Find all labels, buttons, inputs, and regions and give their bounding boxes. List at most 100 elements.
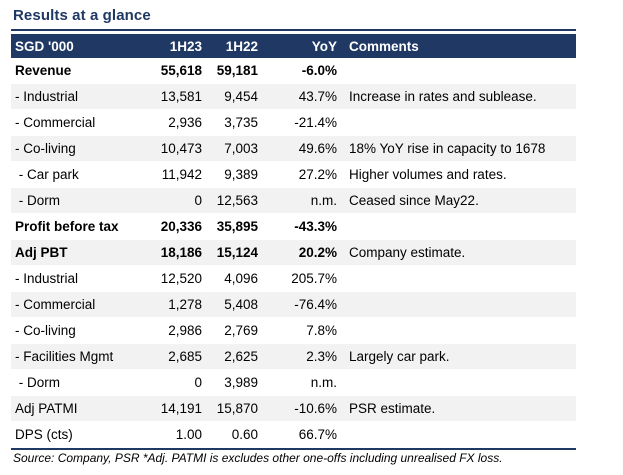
- value-1h23: 10,473: [148, 135, 206, 162]
- value-1h23: 14,191: [148, 395, 206, 422]
- row-label: - Co-living: [11, 317, 148, 344]
- header-yoy: YoY: [262, 34, 341, 58]
- value-1h23: 2,986: [148, 317, 206, 344]
- value-1h23: 55,618: [148, 58, 206, 84]
- row-label: - Co-living: [11, 135, 148, 162]
- row-comment: [341, 265, 576, 292]
- row-label: - Commercial: [11, 109, 148, 136]
- value-1h22: 35,895: [206, 213, 262, 240]
- value-1h22: 0.60: [206, 421, 262, 448]
- table-row: Profit before tax 20,336 35,895 -43.3%: [11, 213, 576, 240]
- table-row: Revenue 55,618 59,181 -6.0%: [11, 58, 576, 84]
- row-label: - Commercial: [11, 291, 148, 318]
- row-label: - Facilities Mgmt: [11, 343, 148, 370]
- header-label: SGD '000: [11, 34, 148, 58]
- value-1h22: 59,181: [206, 58, 262, 84]
- table-row: Adj PBT 18,186 15,124 20.2% Company estimate…: [11, 239, 576, 266]
- row-comment: [341, 421, 576, 448]
- value-1h22: 2,769: [206, 317, 262, 344]
- results-table: SGD '000 1H23 1H22 YoY Comments Revenue 5…: [11, 34, 576, 448]
- table-row: - Car park 11,942 9,389 27.2% Higher volumes…: [11, 161, 576, 188]
- row-comment: [341, 58, 576, 84]
- table-row: DPS (cts) 1.00 0.60 66.7%: [11, 421, 576, 448]
- header-comments: Comments: [341, 34, 576, 58]
- value-1h22: 3,735: [206, 109, 262, 136]
- value-yoy: 205.7%: [262, 265, 341, 292]
- row-label: DPS (cts): [11, 421, 148, 448]
- value-1h22: 9,454: [206, 83, 262, 110]
- table-row: - Commercial 2,936 3,735 -21.4%: [11, 109, 576, 136]
- value-yoy: -6.0%: [262, 58, 341, 84]
- row-comment: [341, 369, 576, 396]
- row-label: - Car park: [11, 161, 148, 188]
- table-row: - Dorm 0 12,563 n.m. Ceased since May22.: [11, 187, 576, 214]
- value-yoy: n.m.: [262, 187, 341, 214]
- value-yoy: -43.3%: [262, 213, 341, 240]
- value-1h22: 12,563: [206, 187, 262, 214]
- bottom-divider: [11, 448, 576, 450]
- value-1h23: 13,581: [148, 83, 206, 110]
- value-1h23: 18,186: [148, 239, 206, 266]
- value-1h23: 20,336: [148, 213, 206, 240]
- value-yoy: n.m.: [262, 369, 341, 396]
- value-1h22: 15,124: [206, 239, 262, 266]
- value-yoy: 43.7%: [262, 83, 341, 110]
- row-label: Adj PBT: [11, 239, 148, 266]
- title-divider: [11, 29, 576, 31]
- value-1h22: 9,389: [206, 161, 262, 188]
- value-1h23: 0: [148, 369, 206, 396]
- row-label: Revenue: [11, 58, 148, 84]
- value-1h23: 11,942: [148, 161, 206, 188]
- row-label: Profit before tax: [11, 213, 148, 240]
- value-yoy: 66.7%: [262, 421, 341, 448]
- table-row: - Co-living 10,473 7,003 49.6% 18% YoY rise …: [11, 135, 576, 162]
- table-body: Revenue 55,618 59,181 -6.0% - Industrial 13,5…: [11, 58, 576, 448]
- row-comment: Company estimate.: [341, 239, 576, 266]
- row-comment: Increase in rates and sublease.: [341, 83, 576, 110]
- row-label: Adj PATMI: [11, 395, 148, 422]
- table-row: - Industrial 12,520 4,096 205.7%: [11, 265, 576, 292]
- value-1h23: 2,936: [148, 109, 206, 136]
- row-comment: [341, 109, 576, 136]
- row-comment: Largely car park.: [341, 343, 576, 370]
- row-label: - Industrial: [11, 83, 148, 110]
- value-1h22: 7,003: [206, 135, 262, 162]
- value-1h23: 12,520: [148, 265, 206, 292]
- value-yoy: -21.4%: [262, 109, 341, 136]
- header-1h23: 1H23: [148, 34, 206, 58]
- table-title: Results at a glance: [13, 7, 151, 24]
- table-row: - Commercial 1,278 5,408 -76.4%: [11, 291, 576, 318]
- table-row: - Dorm 0 3,989 n.m.: [11, 369, 576, 396]
- value-yoy: 7.8%: [262, 317, 341, 344]
- row-comment: Ceased since May22.: [341, 187, 576, 214]
- row-comment: 18% YoY rise in capacity to 1678: [341, 135, 576, 162]
- value-yoy: 2.3%: [262, 343, 341, 370]
- table-row: - Industrial 13,581 9,454 43.7% Increase in …: [11, 83, 576, 110]
- value-1h23: 2,685: [148, 343, 206, 370]
- value-yoy: -10.6%: [262, 395, 341, 422]
- row-comment: [341, 317, 576, 344]
- row-label: - Industrial: [11, 265, 148, 292]
- value-1h22: 3,989: [206, 369, 262, 396]
- table-row: Adj PATMI 14,191 15,870 -10.6% PSR estimate.: [11, 395, 576, 422]
- value-yoy: 27.2%: [262, 161, 341, 188]
- value-yoy: 20.2%: [262, 239, 341, 266]
- value-yoy: 49.6%: [262, 135, 341, 162]
- source-note: Source: Company, PSR *Adj. PATMI is excl…: [13, 451, 503, 465]
- header-row: SGD '000 1H23 1H22 YoY Comments: [11, 34, 576, 58]
- value-1h22: 2,625: [206, 343, 262, 370]
- row-comment: [341, 213, 576, 240]
- row-comment: PSR estimate.: [341, 395, 576, 422]
- header-1h22: 1H22: [206, 34, 262, 58]
- value-1h22: 4,096: [206, 265, 262, 292]
- row-label: - Dorm: [11, 187, 148, 214]
- value-yoy: -76.4%: [262, 291, 341, 318]
- value-1h22: 15,870: [206, 395, 262, 422]
- row-comment: Higher volumes and rates.: [341, 161, 576, 188]
- value-1h23: 1,278: [148, 291, 206, 318]
- row-comment: [341, 291, 576, 318]
- row-label: - Dorm: [11, 369, 148, 396]
- value-1h23: 1.00: [148, 421, 206, 448]
- table-row: - Co-living 2,986 2,769 7.8%: [11, 317, 576, 344]
- table-row: - Facilities Mgmt 2,685 2,625 2.3% Largely c…: [11, 343, 576, 370]
